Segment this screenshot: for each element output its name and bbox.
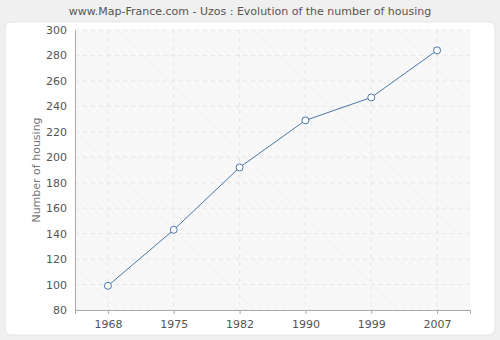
tick-mark (371, 310, 372, 314)
plot-background (75, 30, 470, 310)
tick-mark (174, 310, 175, 314)
tick-label: 1982 (226, 318, 254, 331)
grid-line (371, 30, 372, 310)
marker (236, 164, 243, 171)
tick: 1975 (160, 310, 188, 331)
chart: www.Map-France.com - Uzos : Evolution of… (0, 0, 500, 340)
grid-line (75, 106, 470, 107)
grid-line (75, 55, 470, 56)
marker (104, 282, 111, 289)
tick-mark (240, 310, 241, 314)
tick-label: 100 (46, 279, 67, 292)
tick-label: 80 (53, 304, 67, 317)
tick-mark (305, 310, 306, 314)
line (108, 50, 437, 285)
plot: 8010012014016018020022024026028030019681… (46, 24, 471, 331)
tick: 240 (46, 100, 75, 113)
tick: 220 (46, 126, 75, 139)
background (0, 0, 500, 340)
tick-label: 160 (46, 202, 67, 215)
grid-line (75, 233, 470, 234)
tick-label: 240 (46, 100, 67, 113)
tick-label: 140 (46, 228, 67, 241)
tick-mark (437, 310, 438, 314)
tick-label: 1999 (358, 318, 386, 331)
grid-line (437, 30, 438, 310)
grid-line (75, 80, 470, 81)
tick-label: 2007 (424, 318, 452, 331)
grid-line (75, 182, 470, 183)
tick-mark (108, 310, 109, 314)
tick-label: 120 (46, 253, 67, 266)
tick: 300 (46, 24, 75, 37)
grid-line (75, 284, 470, 285)
grid-line (107, 30, 108, 310)
tick: 1999 (358, 310, 386, 331)
tick: 80 (53, 304, 75, 317)
axis-line (75, 31, 76, 311)
grid (75, 30, 470, 310)
y-axis: 80 100 120 140 160 180 200 220 240 260 280 300 (46, 24, 76, 317)
tick: 140 (46, 228, 75, 241)
tick: 1982 (226, 310, 254, 331)
tick: 200 (46, 151, 75, 164)
marker (302, 117, 309, 124)
tick-label: 1968 (94, 318, 122, 331)
title: www.Map-France.com - Uzos : Evolution of… (69, 5, 432, 18)
y-axis-title: Number of housing (30, 117, 43, 222)
tick: 1968 (94, 310, 122, 331)
grid-line (75, 157, 470, 158)
grid-line (75, 30, 470, 31)
tick-label: 300 (46, 24, 67, 37)
panel (5, 22, 495, 335)
tick: 120 (46, 253, 75, 266)
tick: 160 (46, 202, 75, 215)
tick-label: 260 (46, 75, 67, 88)
grid-line (75, 208, 470, 209)
tick-label: 280 (46, 49, 67, 62)
tick: 100 (46, 279, 75, 292)
x-axis: 1968 1975 1982 1990 1999 2007 (76, 310, 471, 331)
tick-label: 180 (46, 177, 67, 190)
tick-label: 220 (46, 126, 67, 139)
marker (434, 47, 441, 54)
tick-label: 1975 (160, 318, 188, 331)
tick: 180 (46, 177, 75, 190)
tick: 260 (46, 75, 75, 88)
grid-line (305, 30, 306, 310)
tick: 1990 (292, 310, 320, 331)
axis-line (76, 311, 471, 315)
tick-label: 200 (46, 151, 67, 164)
tick-label: 1990 (292, 318, 320, 331)
grid-line (75, 131, 470, 132)
marker (170, 226, 177, 233)
marker (368, 94, 375, 101)
tick: 2007 (424, 310, 452, 331)
grid-line (75, 259, 470, 260)
grid-line (173, 30, 174, 310)
series (104, 47, 440, 289)
tick: 280 (46, 49, 75, 62)
